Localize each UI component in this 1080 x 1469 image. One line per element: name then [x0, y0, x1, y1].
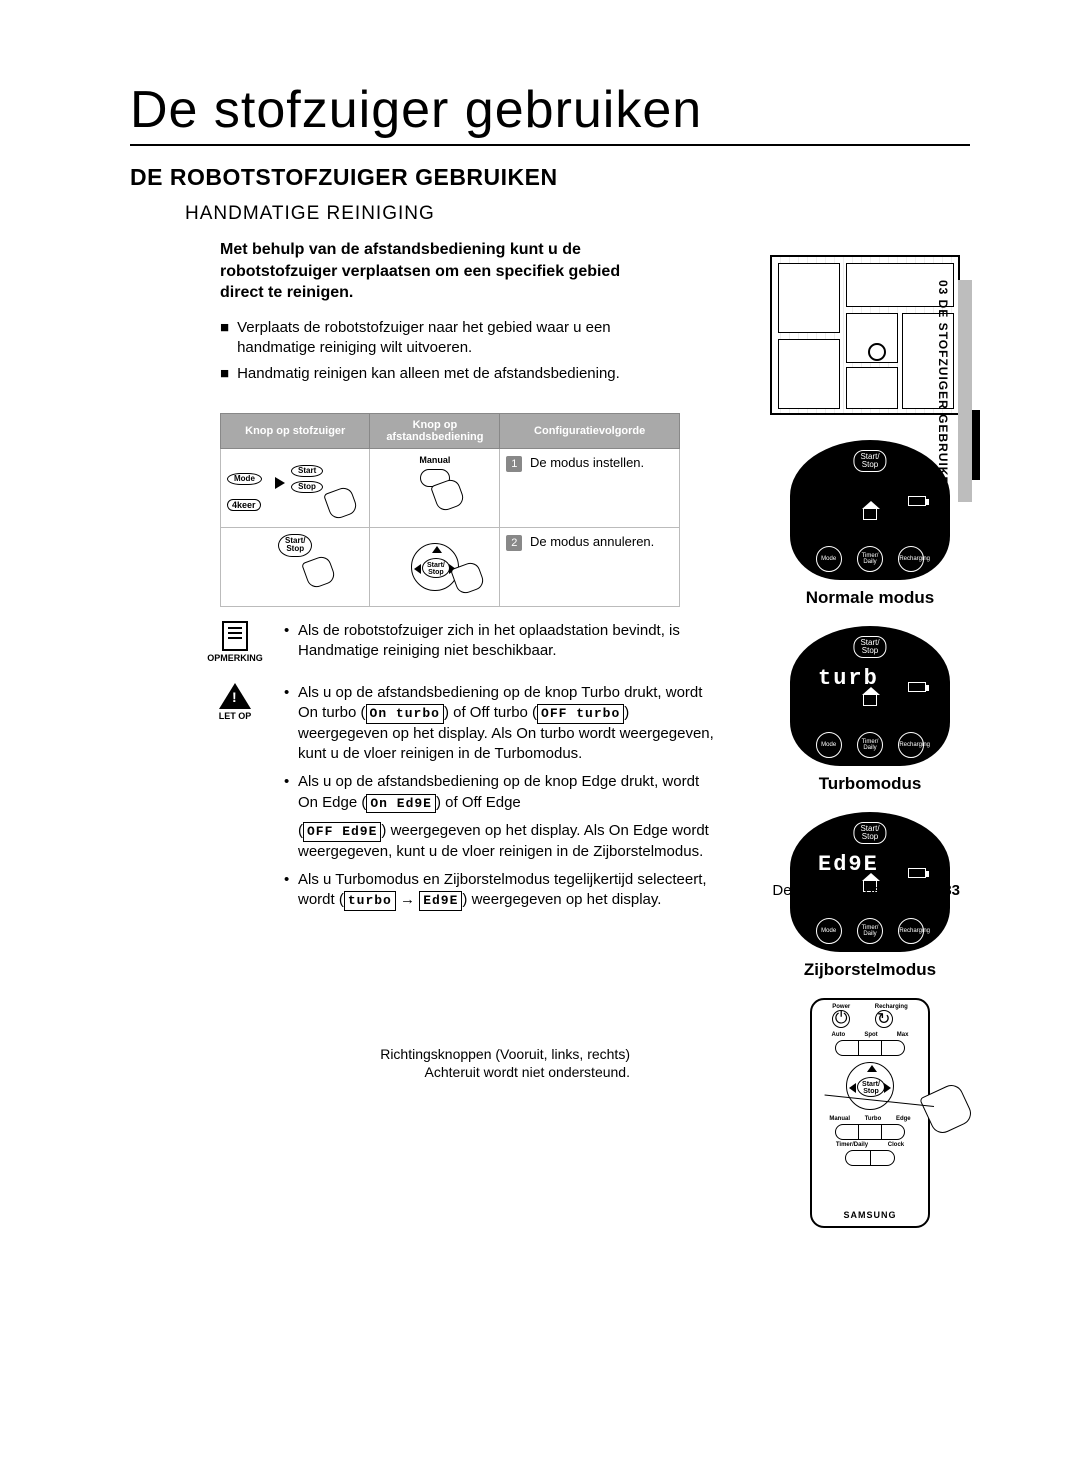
repeat-4x-label: 4keer [227, 499, 261, 511]
remote-dpad: Start/ Stop [846, 1062, 894, 1110]
remote-triple-button [835, 1040, 905, 1056]
table-row: Mode Start Stop 4keer Manual 1 De modus … [221, 448, 680, 527]
segment-display-text: Ed9E [419, 891, 462, 911]
battery-icon [908, 682, 926, 692]
display-modes-column: Start/ Stop Mode Timer/ Daily Recharging… [770, 440, 970, 1228]
power-icon: ⏻ [832, 1010, 850, 1028]
remote-triple-button [835, 1124, 905, 1140]
display-timer-button: Timer/ Daily [857, 918, 883, 944]
segment-display-text: OFF Ed9E [303, 822, 381, 842]
note-label: OPMERKING [200, 653, 270, 663]
note-text: Als u op de afstandsbediening op de knop… [298, 772, 720, 813]
square-bullet-icon: ■ [220, 364, 229, 384]
note-page-icon [222, 621, 248, 651]
intro-paragraph: Met behulp van de afstandsbediening kunt… [220, 239, 640, 304]
direction-buttons-note: Richtingsknoppen (Vooruit, links, rechts… [270, 1045, 630, 1081]
note-letop: LET OP • Als u op de afstandsbediening o… [200, 683, 720, 919]
note-text: Als de robotstofzuiger zich in het oplaa… [298, 621, 720, 662]
note-text: Als u Turbomodus en Zijborstelmodus tege… [298, 870, 720, 911]
note-text: Als u op de afstandsbediening op de knop… [298, 683, 720, 764]
floorplan-illustration [770, 255, 960, 415]
display-mode-button: Mode [816, 732, 842, 758]
table-row: Start/ Stop Start/ Stop 2 De modus annul… [221, 527, 680, 606]
bullet-dot-icon: • [284, 772, 292, 813]
remote-brand-label: SAMSUNG [812, 1210, 928, 1220]
robot-display-normal: Start/ Stop Mode Timer/ Daily Recharging [790, 440, 950, 580]
segment-display-text: On Ed9E [366, 794, 436, 814]
mode-label-turbo: Turbomodus [770, 774, 970, 794]
remote-label: Clock [888, 1142, 904, 1148]
display-timer-button: Timer/ Daily [857, 732, 883, 758]
segment-display-text: On turbo [366, 704, 444, 724]
note-label: LET OP [200, 711, 270, 721]
startstop-button-illu: Start/ Stop [278, 534, 312, 558]
manual-label: Manual [376, 455, 493, 465]
dpad-center-label: Start/ Stop [422, 558, 450, 578]
page-footer: De stofzuiger gebruiken _33 [772, 882, 960, 899]
bullet-dot-icon: • [284, 621, 292, 662]
battery-icon [908, 496, 926, 506]
battery-icon [908, 868, 926, 878]
display-recharge-button: Recharging [898, 546, 924, 572]
display-mode-button: Mode [816, 918, 842, 944]
page-number: 33 [943, 882, 960, 899]
display-recharge-button: Recharging [898, 918, 924, 944]
note-opmerking: OPMERKING • Als de robotstofzuiger zich … [200, 621, 720, 670]
stop-button-illu: Stop [291, 481, 323, 494]
segment-display-text: turbo [344, 891, 396, 911]
dpad-illu: Start/ Stop [411, 543, 459, 591]
display-mode-button: Mode [816, 546, 842, 572]
subsection-title: HANDMATIGE REINIGING [185, 203, 970, 225]
mode-label-normal: Normale modus [770, 588, 970, 608]
configuration-table: Knop op stofzuiger Knop op afstandsbedie… [220, 413, 680, 607]
remote-control-illustration: Power ⏻ Recharging ↻ Auto Spot Max Start… [810, 998, 930, 1228]
bullet-dot-icon: • [284, 870, 292, 911]
home-icon [863, 508, 877, 520]
step-number-badge: 1 [506, 456, 522, 472]
home-icon [863, 694, 877, 706]
remote-dpad-center: Start/ Stop [857, 1077, 885, 1097]
mode-button-illu: Mode [227, 473, 262, 486]
display-startstop-label: Start/ Stop [853, 636, 886, 658]
note-text: (OFF Ed9E) weergegeven op het display. A… [298, 821, 720, 862]
recharge-icon: ↻ [875, 1010, 893, 1028]
remote-label: Auto [832, 1032, 846, 1038]
bullet-dot-icon: • [284, 683, 292, 764]
table-header: Knop op stofzuiger [221, 413, 370, 448]
section-title: DE ROBOTSTOFZUIGER GEBRUIKEN [130, 164, 970, 191]
square-bullet-icon: ■ [220, 318, 229, 359]
remote-label: Spot [864, 1032, 877, 1038]
hand-press-icon [301, 554, 337, 590]
table-header: Configuratievolgorde [500, 413, 680, 448]
display-timer-button: Timer/ Daily [857, 546, 883, 572]
hand-pointer-icon [919, 1081, 975, 1137]
arrow-right-icon [275, 477, 285, 489]
remote-label: Manual [829, 1116, 850, 1122]
intro-bullets: ■ Verplaats de robotstofzuiger naar het … [220, 318, 640, 385]
display-recharge-button: Recharging [898, 732, 924, 758]
remote-double-button [845, 1150, 895, 1166]
display-startstop-label: Start/ Stop [853, 450, 886, 472]
step-text: De modus instellen. [530, 455, 644, 470]
warning-triangle-icon [219, 683, 251, 709]
remote-label: Timer/Daily [836, 1142, 868, 1148]
page-main-title: De stofzuiger gebruiken [130, 80, 970, 146]
robot-display-turbo: Start/ Stop turb Mode Timer/ Daily Recha… [790, 626, 950, 766]
remote-label: Max [897, 1032, 909, 1038]
bullet-text: Verplaats de robotstofzuiger naar het ge… [237, 318, 640, 359]
remote-label: Edge [896, 1116, 911, 1122]
start-button-illu: Start [291, 465, 323, 478]
step-number-badge: 2 [506, 535, 522, 551]
bullet-text: Handmatig reinigen kan alleen met de afs… [237, 364, 620, 384]
step-text: De modus annuleren. [530, 534, 654, 549]
table-header: Knop op afstandsbediening [370, 413, 500, 448]
remote-label: Turbo [865, 1116, 882, 1122]
segment-display-text: OFF turbo [537, 704, 624, 724]
display-startstop-label: Start/ Stop [853, 822, 886, 844]
hand-press-icon [323, 485, 359, 521]
mode-label-edge: Zijborstelmodus [770, 960, 970, 980]
